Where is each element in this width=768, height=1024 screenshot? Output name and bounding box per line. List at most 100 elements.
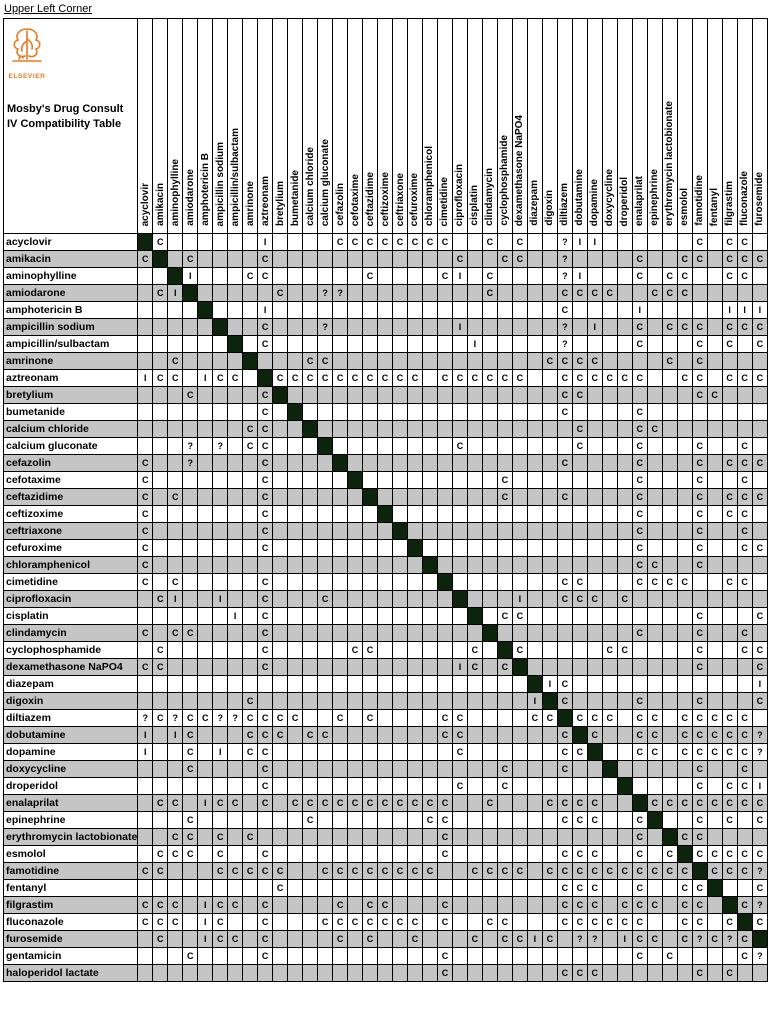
compat-cell [197,862,214,880]
compat-cell [571,607,588,625]
compat-cell [212,607,229,625]
compat-cell [541,505,558,523]
column-header-label: ampicillin sodium [214,141,226,226]
compat-cell [481,386,498,404]
compat-cell: C [631,539,648,557]
compat-cell: C [751,692,768,710]
compat-cell [691,267,708,285]
table-row: ceftizoxime C C C C C C [2,505,768,523]
column-header-label: cefuroxime [409,172,421,226]
compat-cell: C [676,573,693,591]
compat-cell [332,420,349,438]
compat-cell [661,777,678,795]
compat-cell: C [362,794,379,812]
diagonal-cell [407,539,423,557]
column-header-label: cimetidine [439,176,451,226]
compat-cell [451,845,468,863]
compat-cell: C [481,913,498,931]
compat-cell: C [586,369,603,387]
compat-cell: C [137,573,154,591]
compat-cell [481,947,498,965]
column-header-label: ceftizoxime [379,171,391,226]
compat-cell [466,488,483,506]
compat-cell: C [706,743,723,761]
compat-cell [466,726,483,744]
compat-cell [332,607,349,625]
compat-cell [332,641,349,659]
compat-cell: C [242,828,259,846]
compat-cell [601,845,618,863]
compat-cell [407,573,423,591]
compat-cell [631,641,648,659]
compat-cell [706,811,723,829]
compat-cell [377,879,394,897]
compat-cell [332,488,349,506]
compat-cell [197,726,214,744]
compat-cell [436,301,453,319]
compat-cell [481,420,498,438]
compat-cell [646,488,663,506]
compat-cell: C [586,284,603,302]
compat-cell [736,675,753,693]
compat-cell [646,301,663,319]
compat-cell [601,250,618,268]
compat-cell [736,692,753,710]
compat-cell: C [137,250,154,268]
compat-cell: C [631,437,648,455]
compat-cell: C [257,573,274,591]
compat-cell [706,284,723,302]
compat-cell [212,505,229,523]
compat-cell: I [257,233,274,251]
compat-cell [242,964,259,982]
compat-cell [466,964,483,982]
compat-cell [736,658,753,676]
compat-cell: C [736,471,753,489]
compat-cell: C [721,811,738,829]
compat-cell: C [631,522,648,540]
compat-cell [212,386,229,404]
compat-cell [272,556,289,574]
compat-cell [302,284,319,302]
compat-cell: C [676,794,693,812]
compat-cell [212,556,229,574]
compat-cell [212,488,229,506]
compat-cell [392,420,408,438]
compat-cell [466,318,483,336]
compat-cell: ? [571,930,588,948]
compat-cell: C [691,369,708,387]
compat-cell [586,658,603,676]
compat-cell [496,233,513,251]
compat-cell [421,964,438,982]
compat-cell [302,930,319,948]
compat-cell [362,692,379,710]
compat-cell: C [362,930,379,948]
compat-cell [661,913,678,931]
compat-cell [676,233,693,251]
compat-cell: C [676,284,693,302]
compat-cell: C [481,267,498,285]
compat-cell [347,811,364,829]
compat-cell [706,420,723,438]
compat-cell: C [736,624,753,642]
compat-cell [526,318,543,336]
compat-cell [616,267,633,285]
compat-cell [242,335,259,353]
compat-cell [167,318,184,336]
compat-cell [137,318,154,336]
compat-cell [362,760,379,778]
compat-cell: C [257,726,274,744]
compat-cell [421,726,438,744]
compat-cell [152,624,169,642]
compat-cell [721,539,738,557]
compat-cell [661,692,678,710]
compat-cell [541,556,558,574]
compat-cell [182,692,199,710]
compat-cell [362,811,379,829]
compat-cell [541,879,558,897]
compat-cell [661,522,678,540]
compat-cell [751,403,768,421]
compat-cell [436,335,453,353]
compat-cell: C [496,250,513,268]
compat-cell [287,539,304,557]
compat-cell [197,335,214,353]
